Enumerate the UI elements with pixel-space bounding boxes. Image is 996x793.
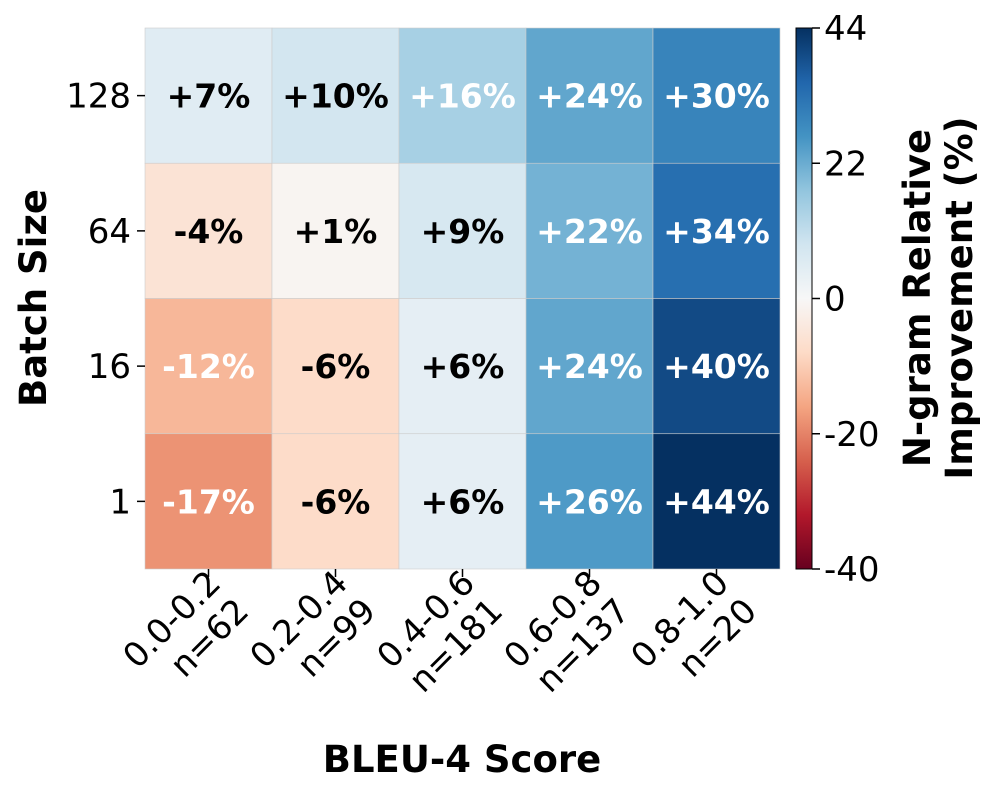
heatmap-cell <box>525 27 654 164</box>
cell-value-label: +9% <box>421 212 505 251</box>
y-tick-label: 16 <box>88 347 131 387</box>
heatmap-cell <box>652 433 781 570</box>
cell-value-label: -6% <box>301 347 371 386</box>
cell-value-label: +34% <box>663 212 770 251</box>
cell-value-label: +6% <box>421 482 505 521</box>
heatmap-cell <box>271 298 400 435</box>
cell-value-label: +40% <box>663 347 770 386</box>
heatmap-cell <box>271 433 400 570</box>
cell-value-label: -12% <box>162 347 255 386</box>
heatmap-cell <box>652 27 781 164</box>
heatmap-cell <box>398 162 527 299</box>
heatmap-cell <box>271 27 400 164</box>
heatmap-cell <box>652 298 781 435</box>
heatmap-cell <box>398 298 527 435</box>
heatmap-cell <box>398 27 527 164</box>
colorbar-tick-label: 22 <box>824 144 867 184</box>
colorbar-label-line-2: Improvement (%) <box>938 116 981 479</box>
colorbar-tick-label: 44 <box>824 9 867 49</box>
y-axis-label: Batch Size <box>12 189 55 407</box>
colorbar-tick-label: 0 <box>824 280 846 320</box>
cell-value-label: +16% <box>409 77 516 116</box>
heatmap-cell <box>144 162 273 299</box>
heatmap-cell <box>271 162 400 299</box>
cell-value-label: +6% <box>421 347 505 386</box>
colorbar-tick-label: -40 <box>824 550 880 590</box>
cell-value-label: -6% <box>301 482 371 521</box>
cell-value-label: -17% <box>162 482 255 521</box>
heatmap-cell <box>525 433 654 570</box>
cell-value-label: +1% <box>294 212 378 251</box>
heatmap-cell <box>652 162 781 299</box>
heatmap-cell <box>525 298 654 435</box>
cell-value-label: +22% <box>536 212 643 251</box>
colorbar-label-line-1: N-gram Relative <box>896 129 939 467</box>
cell-value-label: +24% <box>536 77 643 116</box>
cell-value-label: +24% <box>536 347 643 386</box>
x-axis-label: BLEU-4 Score <box>323 738 601 781</box>
colorbar-ticks: 44 22 0 -20 -40 <box>812 9 880 590</box>
cell-value-label: +26% <box>536 482 643 521</box>
cell-value-label: +44% <box>663 482 770 521</box>
colorbar-tick-label: -20 <box>824 415 880 455</box>
cell-value-label: +30% <box>663 77 770 116</box>
cell-value-label: +10% <box>282 77 389 116</box>
y-tick-label: 128 <box>66 77 131 117</box>
y-tick-label: 64 <box>88 212 131 252</box>
cell-value-label: -4% <box>174 212 244 251</box>
colorbar-label: N-gram Relative Improvement (%) <box>896 116 981 479</box>
x-axis-ticks: 0.0-0.2n=620.2-0.4n=990.4-0.6n=1810.6-0.… <box>115 563 764 701</box>
colorbar <box>795 27 813 570</box>
heatmap-cells: +7% +10% +16% +24% +30% -4% +1% +9% +22% +34% -12%… <box>144 27 781 570</box>
heatmap-cell <box>144 27 273 164</box>
y-tick-label: 1 <box>109 482 131 522</box>
y-axis-ticks: 128 64 16 1 <box>66 77 145 522</box>
cell-value-label: +7% <box>167 77 251 116</box>
heatmap-cell <box>398 433 527 570</box>
